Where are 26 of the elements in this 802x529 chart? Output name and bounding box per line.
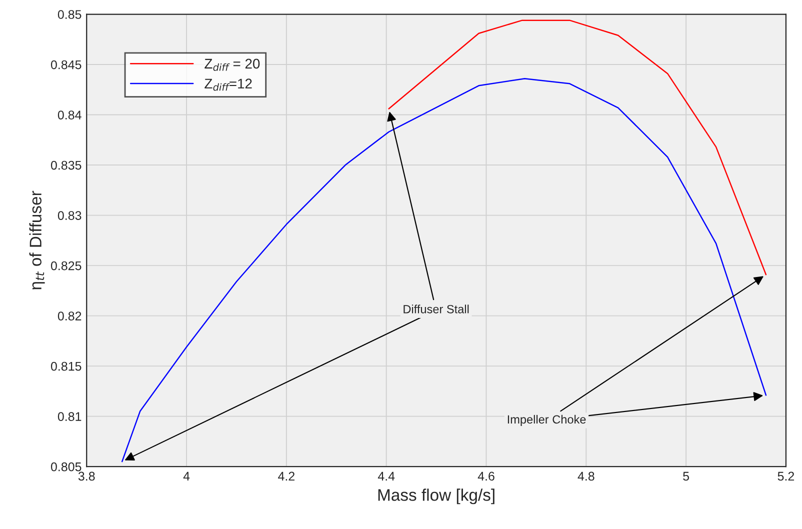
x-tick-label: 4 xyxy=(183,472,190,480)
legend-label: Z$_{diff}$ = 20 xyxy=(204,58,260,71)
x-tick-label: 5 xyxy=(683,472,690,481)
line-series xyxy=(121,78,767,462)
x-tick-label: 4.6 xyxy=(478,472,494,481)
legend-label: Z$_{diff}$=12 xyxy=(204,78,252,91)
y-tick-label: 0.83 xyxy=(58,211,82,220)
y-tick-label: 0.81 xyxy=(58,412,82,421)
x-tick-label: 3.8 xyxy=(78,472,95,481)
y-axis-title: η$_{tt}$ of Diffuser xyxy=(29,190,45,290)
y-tick-label: 0.845 xyxy=(50,60,82,70)
annotation: Diffuser Stall xyxy=(404,304,469,314)
y-tick-label: 0.82 xyxy=(58,312,82,320)
y-tick-label: 0.825 xyxy=(50,261,82,270)
y-tick-label: 0.805 xyxy=(50,462,82,472)
y-tick-label: 0.85 xyxy=(58,10,82,19)
y-tick-label: 0.815 xyxy=(50,362,82,371)
x-tick-label: 4.8 xyxy=(578,472,594,481)
x-axis-title: Mass flow [kg/s] xyxy=(378,488,494,504)
x-tick-label: 5.2 xyxy=(778,472,794,481)
y-tick-label: 0.835 xyxy=(50,160,82,170)
line-series xyxy=(388,20,767,276)
x-tick-label: 4.2 xyxy=(278,472,294,480)
annotation: Impeller Choke xyxy=(508,414,586,426)
y-tick-label: 0.84 xyxy=(58,110,82,120)
x-tick-label: 4.4 xyxy=(378,472,395,480)
